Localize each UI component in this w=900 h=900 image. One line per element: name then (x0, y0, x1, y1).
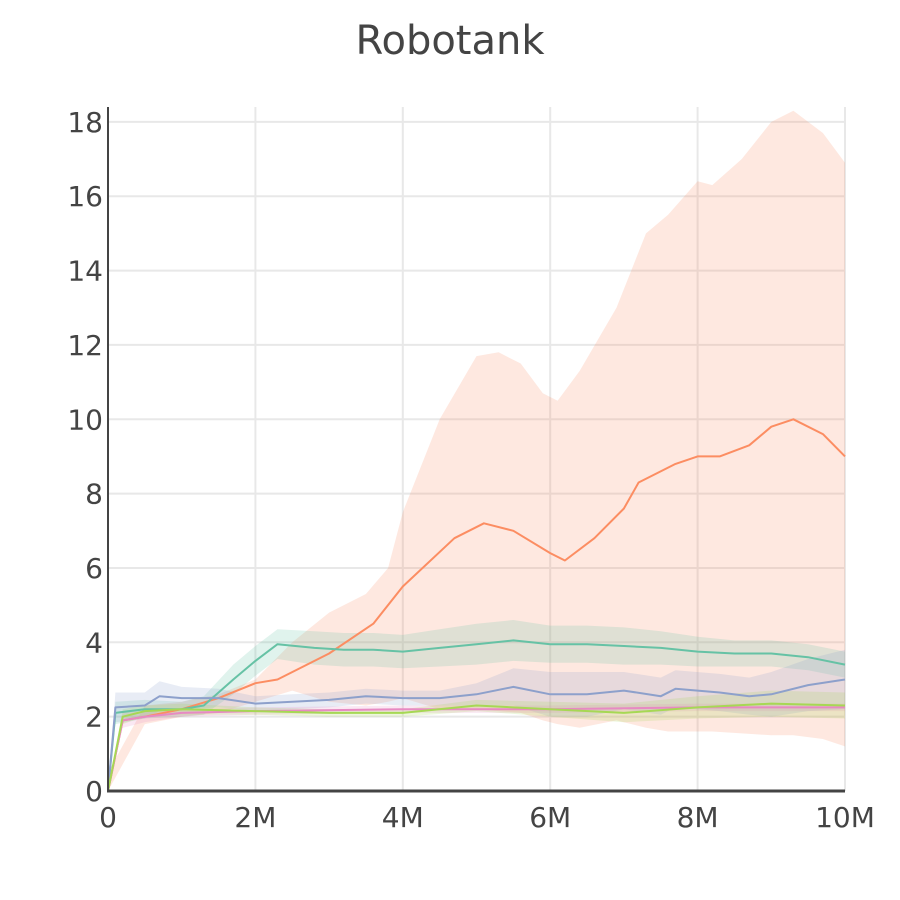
band-blue (108, 649, 845, 791)
y-tick-label: 6 (85, 552, 103, 585)
series-line-lime (107, 702, 846, 792)
band-green (108, 620, 845, 791)
x-tick-label: 2M (234, 801, 276, 834)
x-tick-label: 4M (382, 801, 424, 834)
grid (108, 107, 846, 791)
y-tick-label: 10 (67, 403, 103, 436)
series-line-orange (107, 418, 846, 792)
y-tick-label: 4 (85, 626, 103, 659)
series-line-green (107, 639, 846, 792)
x-tick-label: 8M (677, 801, 719, 834)
lines (107, 418, 846, 792)
y-tick-label: 14 (67, 255, 103, 288)
x-tick-label: 10M (815, 801, 875, 834)
y-tick-label: 12 (67, 329, 103, 362)
axes: 0 2M 4M 6M 8M 10M 0 2 4 6 8 10 12 14 16 18 (67, 106, 875, 834)
y-tick-label: 16 (67, 180, 103, 213)
chart-title: Robotank (355, 18, 545, 64)
x-tick-label: 0 (99, 801, 117, 834)
band-orange (108, 110, 845, 791)
x-tick-label: 6M (529, 801, 571, 834)
y-tick-label: 2 (85, 701, 103, 734)
band-lime (108, 690, 845, 791)
series-line-blue (107, 678, 846, 792)
y-tick-label: 18 (67, 106, 103, 139)
y-tick-label: 0 (85, 775, 103, 808)
y-tick-label: 8 (85, 478, 103, 511)
